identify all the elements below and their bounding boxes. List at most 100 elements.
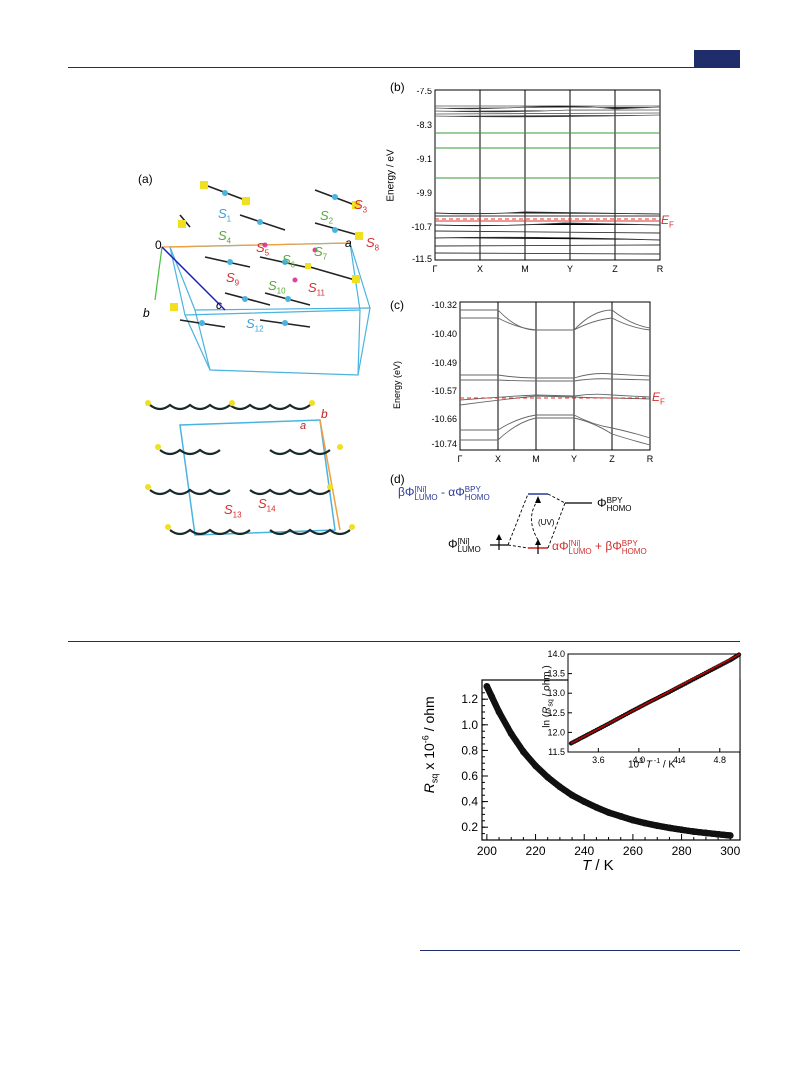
data-point xyxy=(568,791,576,799)
panel-c-label: (c) xyxy=(390,298,404,312)
panel-d-right-orbital: ΦBPY HOMO xyxy=(597,496,632,513)
panel-c-ytick-2: -10.49 xyxy=(431,358,457,368)
header-badge xyxy=(694,50,740,67)
contact-s9: S9 xyxy=(226,270,240,288)
data-point xyxy=(592,803,600,811)
panel-d-left-orbital: Φ[Ni] LUMO xyxy=(448,537,481,554)
inset-y-tick-label: 12.0 xyxy=(547,727,565,737)
axis-b-label: b xyxy=(143,306,150,320)
data-point xyxy=(507,730,515,738)
data-point xyxy=(519,748,527,756)
panel-b-ytick-2: -9.1 xyxy=(416,154,432,164)
y-tick-label: 0.6 xyxy=(461,769,478,783)
x-tick-label: 220 xyxy=(526,844,546,858)
axis-a-label: a xyxy=(345,236,352,250)
inset-fit-line xyxy=(570,653,741,744)
x-tick-label: 280 xyxy=(672,844,692,858)
panel-d-uv-label: (UV) xyxy=(538,518,555,527)
axis-origin-label: 0 xyxy=(155,238,162,252)
data-point xyxy=(629,816,637,824)
panel-b-ytick-4: -10.7 xyxy=(411,222,432,232)
inset-x-tick-label: 4.4 xyxy=(673,755,686,765)
panel-c-xtick-2: M xyxy=(532,454,540,464)
panel-c-xtick-3: Y xyxy=(571,454,577,464)
contact-s5: S5 xyxy=(256,240,270,258)
x-tick-label: 200 xyxy=(477,844,497,858)
inset-y-tick-label: 12.5 xyxy=(547,708,565,718)
data-point xyxy=(702,829,710,837)
data-point xyxy=(714,830,722,838)
data-point xyxy=(690,828,698,835)
lower-axis-a-label: a xyxy=(300,420,307,432)
inset-x-tick-label: 3.6 xyxy=(592,755,605,765)
axis-c-label: c xyxy=(216,298,222,312)
panel-b-fermi-label: EF xyxy=(661,213,674,230)
panel-b-xtick-2: M xyxy=(521,264,529,274)
y-tick-label: 0.2 xyxy=(461,820,478,834)
panel-c-ytick-1: -10.40 xyxy=(431,329,457,339)
panel-d-bottom-combo: αΦ[Ni] LUMO + βΦBPY HOMO xyxy=(552,539,647,556)
panel-b-xtick-1: X xyxy=(477,264,483,274)
inset-y-tick-label: 13.0 xyxy=(547,688,565,698)
chart-ylabel: Rsq x 10-6 / ohm xyxy=(420,696,440,794)
data-point xyxy=(580,798,588,805)
resistance-chart: 200 220 240 260 280 300 0.2 0.4 0.6 0.8 1.0 1.2 3.6 4… xyxy=(461,649,742,858)
header-rule xyxy=(68,67,740,68)
contact-s13: S13 xyxy=(224,502,242,520)
panel-b-ytick-0: -7.5 xyxy=(416,88,432,96)
y-tick-label: 0.4 xyxy=(461,795,478,809)
inset-ylabel: ln (Rsq / ohm ) xyxy=(541,665,555,728)
data-point xyxy=(495,708,503,716)
panel-c-band-plot: -10.32 -10.40 -10.49 -10.57 -10.66 -10.7… xyxy=(431,300,654,464)
panel-b-ytick-1: -8.3 xyxy=(416,120,432,130)
panel-c-xtick-4: Z xyxy=(609,454,615,464)
contact-s14: S14 xyxy=(258,496,276,514)
data-point xyxy=(617,812,625,820)
contact-s11: S11 xyxy=(308,280,325,298)
panel-c-ytick-5: -10.74 xyxy=(431,439,457,449)
panel-c-xtick-0: Γ xyxy=(458,454,463,464)
panel-a-crystal-structure xyxy=(154,181,371,376)
y-tick-label: 0.8 xyxy=(461,743,478,757)
y-tick-label: 1.2 xyxy=(461,692,478,706)
panel-d-top-combo: βΦ[Ni] LUMO - αΦBPY HOMO xyxy=(398,485,490,502)
inset-y-tick-label: 14.0 xyxy=(547,649,565,659)
contact-s12: S12 xyxy=(246,316,264,334)
data-point xyxy=(666,824,673,832)
panel-b-band-plot: -7.5 -8.3 -9.1 -9.9 -10.7 -11.5 Γ X M Y … xyxy=(411,88,663,274)
inset-xlabel: 103 T -1 / K-1 xyxy=(628,758,682,771)
panel-c-xtick-1: X xyxy=(495,454,501,464)
data-point xyxy=(483,683,491,690)
panel-a-label: (a) xyxy=(138,172,153,186)
contact-s7: S7 xyxy=(314,244,328,262)
data-point xyxy=(678,826,685,834)
x-tick-label: 260 xyxy=(623,844,643,858)
panel-d-orbital-diagram xyxy=(490,493,592,554)
panel-a-lower-packing xyxy=(145,400,355,536)
contact-s3: S3 xyxy=(354,197,368,215)
data-point xyxy=(488,693,496,701)
panel-c-ytick-3: -10.57 xyxy=(431,386,457,396)
panel-c-ytick-4: -10.66 xyxy=(431,414,457,424)
inset-y-tick-label: 11.5 xyxy=(548,747,565,757)
section-rule-bottom xyxy=(420,950,740,951)
data-point xyxy=(653,822,661,830)
contact-s4: S4 xyxy=(218,228,232,246)
data-point xyxy=(641,819,649,827)
inset-x-tick-label: 4.8 xyxy=(714,755,727,765)
data-point xyxy=(532,762,539,770)
panel-b-label: (b) xyxy=(390,80,405,94)
x-tick-label: 300 xyxy=(720,844,740,858)
x-tick-label: 240 xyxy=(574,844,594,858)
data-point xyxy=(544,773,552,781)
inset-y-tick-label: 13.5 xyxy=(547,669,565,679)
section-rule-middle xyxy=(68,641,740,642)
data-point xyxy=(726,832,734,839)
chart-xlabel: T / K xyxy=(582,857,614,874)
panel-b-xtick-3: Y xyxy=(567,264,573,274)
contact-s10: S10 xyxy=(268,278,286,296)
contact-s6: S6 xyxy=(282,252,296,270)
panel-c-fermi-label: EF xyxy=(652,390,665,407)
data-point xyxy=(556,783,564,791)
panel-c-xtick-5: R xyxy=(647,454,654,464)
